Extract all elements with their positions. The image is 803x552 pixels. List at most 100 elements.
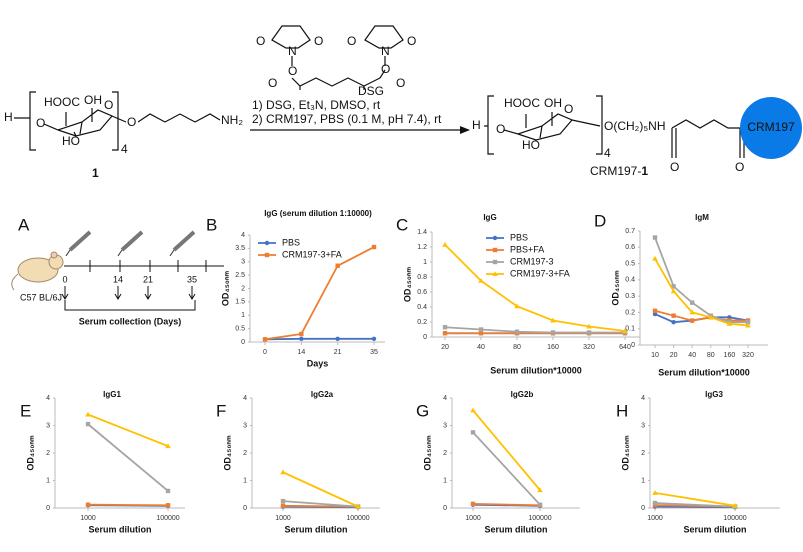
marker [371, 336, 377, 341]
x-tick-label: 1000 [465, 515, 481, 522]
atom: O [127, 115, 136, 129]
y-tick-label: 2 [641, 450, 645, 457]
marker [470, 501, 476, 507]
marker [622, 328, 628, 333]
panel-letter: F [216, 401, 226, 420]
day-label: 35 [187, 274, 197, 284]
product: H O HOOC OH O HO O(CH₂)₅NH 4 O O CRM197 … [472, 95, 802, 178]
marker [732, 503, 738, 508]
y-tick-label: 1 [46, 477, 50, 484]
marker [355, 503, 361, 509]
y-tick-label: 0 [641, 505, 645, 512]
y-tick-label: 3 [243, 422, 247, 429]
marker [85, 411, 91, 417]
marker [586, 323, 592, 329]
y-tick-label: 0.2 [625, 309, 635, 316]
series-line [444, 244, 626, 332]
x-tick-label: 40 [688, 352, 696, 359]
atom: O [381, 62, 390, 76]
y-tick-label: 3 [443, 422, 447, 429]
marker [690, 300, 695, 305]
bonds [14, 108, 221, 137]
marker [262, 337, 268, 342]
marker [652, 255, 658, 261]
x-tick-label: 0 [263, 349, 267, 356]
panel-letter: D [594, 211, 606, 230]
marker [442, 241, 448, 247]
x-axis-label: Serum dilution*10000 [490, 365, 582, 375]
y-tick-label: 0 [443, 505, 447, 512]
atom: O [268, 76, 277, 90]
chart: B IgG (serum dilution 1:10000) 0 0.5 1 1.5 2 2.… [206, 209, 385, 368]
atom: OH [84, 93, 102, 107]
mouse-ear [50, 251, 58, 259]
x-tick-label: 320 [583, 344, 595, 351]
timeline-panel: A C57 BL/6J Serum collection (Days) [11, 215, 224, 326]
marker [537, 487, 543, 493]
x-axis-label: Serum dilution*10000 [658, 367, 750, 377]
legend-label: CRM197-3 [510, 256, 554, 266]
marker [165, 503, 171, 508]
repeat-count: 4 [604, 146, 611, 160]
marker [652, 308, 658, 313]
x-tick-label: 1000 [80, 515, 96, 522]
marker [299, 336, 304, 341]
y-tick-label: 0.5 [625, 260, 635, 267]
chart-title: IgM [695, 213, 709, 222]
compound-prefix: CRM197- [590, 164, 641, 178]
y-tick-label: 0.4 [625, 277, 635, 284]
day-label: 21 [143, 274, 153, 284]
y-axis-label: OD₄₅₀ₙₘ [25, 435, 35, 471]
bonds [484, 112, 742, 158]
marker [165, 488, 171, 494]
marker [492, 247, 498, 253]
x-tick-label: 1000 [275, 515, 291, 522]
x-tick-label: 21 [334, 349, 342, 356]
legend-label: PBS [282, 237, 300, 247]
y-tick-label: 3.5 [235, 245, 245, 252]
bonds [271, 25, 404, 90]
series-line [654, 309, 748, 322]
x-tick-label: 10 [651, 352, 659, 359]
y-tick-label: 2 [46, 450, 50, 457]
chart: G IgG2b 0 1 2 3 4 1000 100000 Serum dilution OD₄₅₀… [416, 390, 580, 534]
marker [550, 317, 556, 323]
marker [335, 336, 340, 341]
y-tick-label: 0 [46, 505, 50, 512]
y-tick-label: 0.6 [625, 244, 635, 251]
marker [671, 313, 676, 318]
conditions: 1) DSG, Et₃N, DMSO, rt 2) CRM197, PBS (0… [250, 98, 470, 134]
marker [652, 235, 658, 240]
marker [708, 314, 714, 320]
series-line [472, 409, 541, 491]
reagent: O N O O N O O O O O DSG [256, 25, 416, 98]
marker [478, 277, 484, 283]
collection-arrow [114, 286, 122, 300]
y-tick-label: 1 [443, 477, 447, 484]
marker [652, 490, 658, 495]
series-line [87, 423, 169, 492]
day-label: 0 [62, 274, 67, 284]
y-tick-label: 0.7 [625, 228, 635, 235]
y-tick-label: 0.4 [417, 304, 427, 311]
marker [470, 407, 476, 413]
y-tick-label: 0 [423, 334, 427, 341]
marker [280, 469, 286, 475]
marker [745, 320, 751, 325]
atom: O [256, 34, 265, 48]
y-tick-label: 4 [641, 395, 645, 402]
series-line [87, 413, 169, 447]
y-tick-label: 0.8 [417, 274, 427, 281]
repeat-bracket [29, 91, 119, 151]
atom: H [4, 110, 13, 124]
collection-arrow [61, 286, 69, 300]
y-axis-label: OD₄₅₀ₙₘ [422, 435, 432, 471]
needle [65, 249, 175, 257]
panel-letter: B [206, 215, 217, 234]
y-tick-label: 4 [443, 395, 447, 402]
marker [264, 240, 270, 246]
y-tick-label: 4 [243, 395, 247, 402]
syringe [68, 230, 196, 252]
marker [280, 498, 286, 504]
